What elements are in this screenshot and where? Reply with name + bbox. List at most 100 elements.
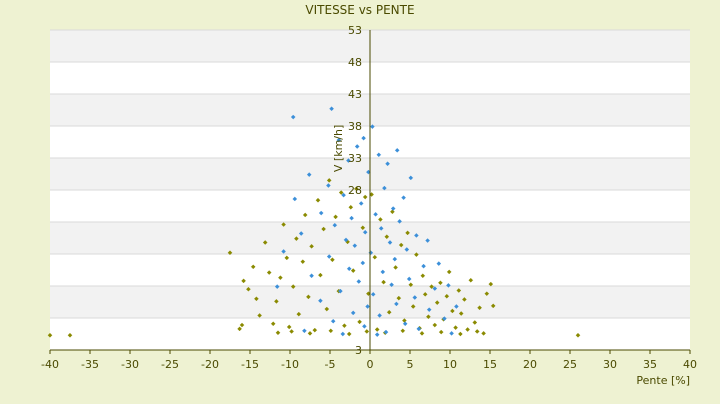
data-point (472, 320, 478, 325)
data-point (458, 311, 464, 316)
data-point (296, 311, 302, 317)
y-tick-label: 38 (348, 120, 362, 133)
y-tick-label: 48 (348, 56, 362, 69)
data-point (450, 308, 455, 314)
data-point (290, 114, 296, 120)
data-point (318, 272, 323, 278)
data-point (438, 280, 443, 286)
data-point (408, 175, 414, 181)
data-point (365, 304, 370, 309)
data-point (390, 209, 395, 215)
chart-title: VITESSE vs PENTE (305, 3, 414, 17)
data-point (362, 324, 367, 329)
data-point (425, 238, 430, 243)
data-point (446, 283, 451, 288)
data-point (342, 323, 347, 328)
data-point (456, 288, 462, 293)
data-point (397, 219, 402, 224)
data-point (328, 328, 334, 334)
x-axis-label: Pente [%] (636, 374, 690, 387)
data-point (381, 279, 386, 285)
data-point (329, 106, 334, 112)
data-point (453, 325, 458, 330)
data-point (286, 324, 292, 330)
data-point (318, 210, 324, 216)
data-point (575, 332, 581, 338)
data-point (241, 278, 246, 284)
data-point (373, 212, 378, 217)
data-point (432, 286, 438, 291)
data-point (419, 331, 425, 336)
data-point (333, 214, 338, 220)
data-point (383, 329, 389, 335)
data-point (404, 247, 410, 252)
data-point (360, 225, 366, 231)
data-point (356, 279, 362, 284)
data-point (348, 204, 354, 210)
data-point (361, 135, 366, 141)
data-point (414, 233, 419, 238)
x-tick-label: -10 (281, 358, 299, 371)
data-point (349, 215, 354, 221)
data-point (266, 270, 272, 275)
data-point (346, 331, 352, 337)
data-point (384, 234, 390, 240)
data-point (488, 281, 494, 287)
data-point (67, 332, 73, 338)
data-point (354, 186, 359, 192)
data-point (332, 222, 338, 228)
data-point (350, 268, 356, 273)
data-point (237, 326, 242, 332)
y-axis-label: V [km/h] (332, 125, 345, 172)
data-point (326, 178, 332, 183)
data-point (380, 269, 386, 275)
data-point (309, 244, 314, 249)
data-point (274, 284, 280, 289)
data-point (289, 329, 294, 334)
data-point (432, 322, 438, 328)
data-point (309, 273, 314, 279)
data-point (484, 291, 490, 296)
data-point (421, 263, 426, 269)
data-point (468, 277, 474, 283)
data-point (257, 313, 262, 318)
data-point (420, 273, 426, 279)
data-point (306, 294, 311, 300)
data-point (398, 242, 404, 248)
x-tick-label: 20 (523, 358, 537, 371)
series-0 (47, 178, 581, 338)
data-point (364, 329, 370, 334)
data-point (405, 230, 410, 236)
data-point (284, 255, 290, 261)
data-point (458, 331, 463, 337)
x-tick-label: 0 (367, 358, 374, 371)
y-tick-label: 53 (348, 24, 362, 37)
data-point (385, 161, 390, 167)
data-point (477, 305, 482, 311)
data-point (336, 137, 342, 143)
x-tick-label: 30 (603, 358, 617, 371)
data-point (362, 194, 368, 200)
data-point (387, 240, 393, 245)
data-point (389, 282, 394, 288)
x-tick-label: -5 (325, 358, 336, 371)
data-point (386, 309, 392, 315)
data-point (462, 297, 467, 302)
data-point (281, 249, 286, 254)
x-tick-label: -20 (201, 358, 219, 371)
data-point (378, 217, 383, 222)
data-point (294, 236, 299, 241)
data-point (300, 259, 306, 264)
data-point (321, 226, 326, 232)
data-point (326, 254, 332, 259)
data-point (278, 275, 283, 280)
data-point (392, 256, 398, 262)
data-point (307, 331, 313, 336)
data-point (227, 250, 233, 256)
data-point (262, 240, 268, 245)
data-point (410, 304, 416, 309)
data-point (315, 197, 321, 203)
data-point (408, 282, 414, 288)
